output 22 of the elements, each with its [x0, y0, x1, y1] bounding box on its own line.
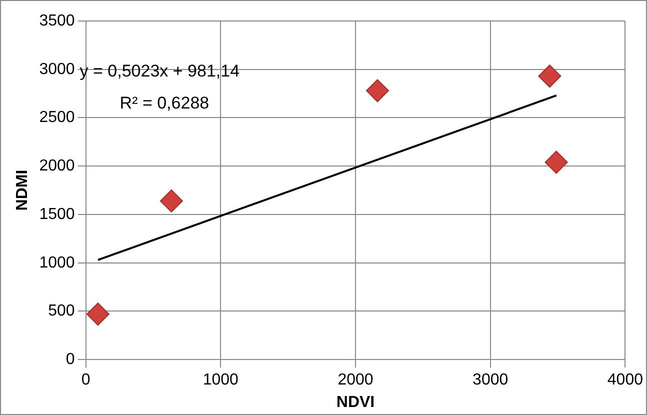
point — [366, 79, 389, 102]
y-tick-label: 2000 — [39, 158, 75, 175]
x-tick-label: 3000 — [472, 372, 508, 389]
y-tick-label: 2500 — [39, 109, 75, 126]
y-tick-label: 3500 — [39, 12, 75, 30]
point — [538, 64, 562, 88]
annotation: R² = 0,6288 — [120, 94, 210, 113]
x-tick-label: 2000 — [338, 372, 374, 389]
point — [86, 302, 110, 326]
point — [160, 189, 183, 212]
y-tick-label: 1500 — [39, 206, 75, 223]
x-axis-title: NDVI — [336, 394, 375, 411]
annotation: y = 0,5023x + 981,14 — [80, 62, 240, 81]
y-tick-label: 500 — [48, 302, 75, 320]
x-tick-label: 4000 — [607, 372, 644, 389]
y-tick-label: 0 — [66, 351, 75, 368]
x-tick-label: 0 — [81, 372, 90, 389]
y-axis-title: NDMI — [14, 170, 32, 211]
y-tick-label: 1000 — [39, 254, 75, 272]
y-tick-label: 3000 — [39, 60, 75, 78]
point — [544, 150, 568, 174]
x-tick-label: 1000 — [202, 372, 239, 389]
